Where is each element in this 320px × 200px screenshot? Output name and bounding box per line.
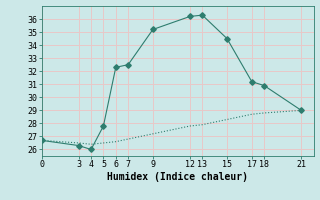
X-axis label: Humidex (Indice chaleur): Humidex (Indice chaleur) [107,172,248,182]
